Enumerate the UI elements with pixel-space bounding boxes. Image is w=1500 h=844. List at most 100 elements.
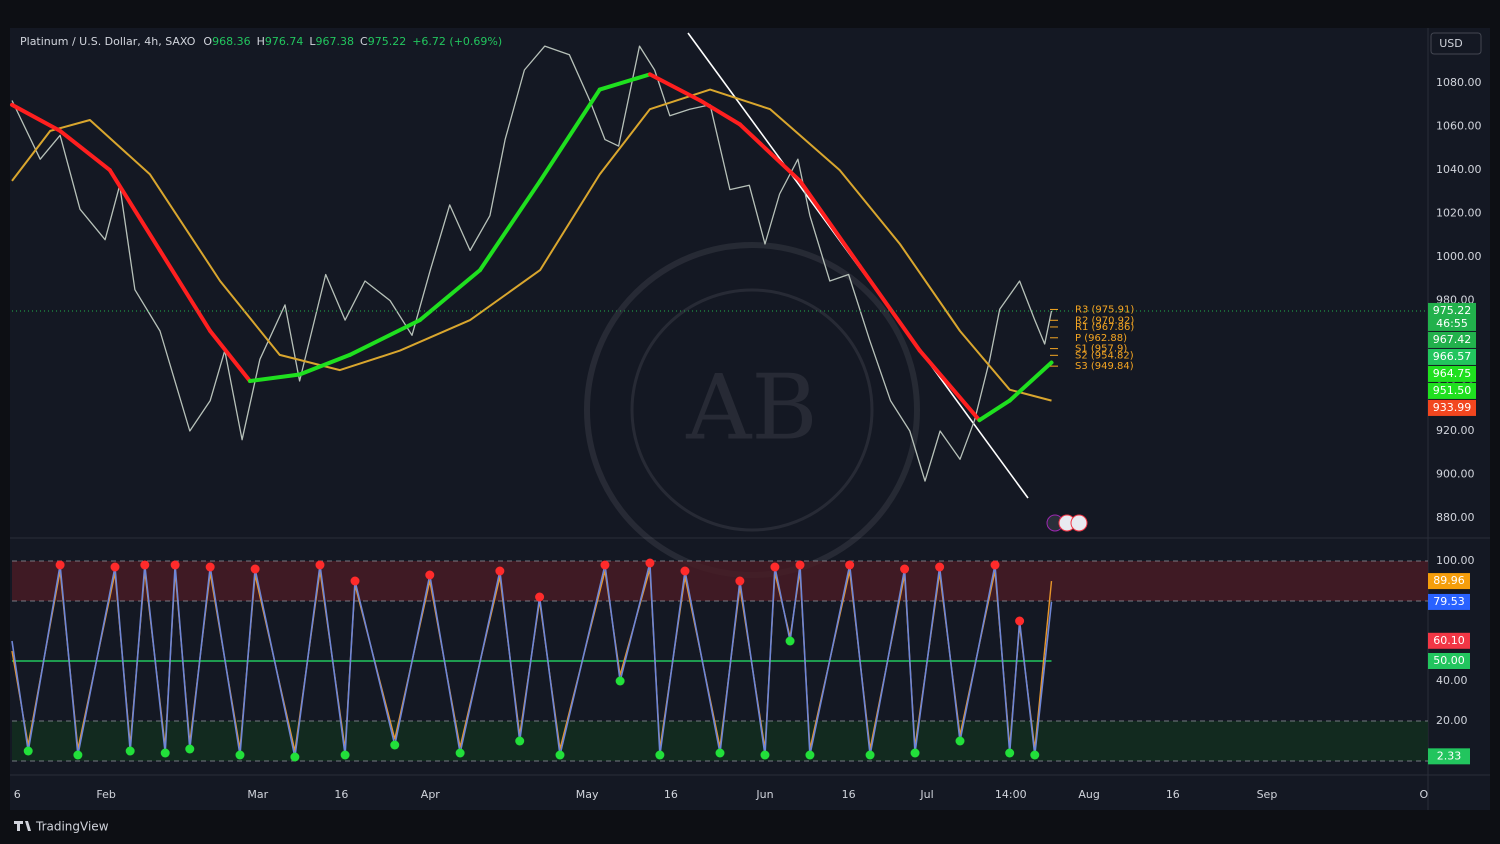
header: Platinum / U.S. Dollar, 4h, SAXO O968.36 H…: [20, 35, 502, 48]
price-badge: [1428, 399, 1476, 416]
sell-dot: [1015, 616, 1025, 626]
buy-dot: [955, 736, 965, 746]
value-badge: [1428, 573, 1470, 590]
y-tick-label: 1000.00: [1436, 250, 1482, 263]
price-badge-label: 964.75: [1433, 367, 1472, 380]
sell-dot: [110, 562, 120, 572]
buy-dot: [160, 748, 170, 758]
buy-dot: [615, 676, 625, 686]
buy-dot: [340, 750, 350, 760]
x-tick-label: 6: [14, 788, 21, 801]
sell-dot: [55, 560, 65, 570]
ohlc-value: 976.74: [265, 35, 304, 48]
x-tick-label: May: [576, 788, 599, 801]
pivot-label: S3 (949.84): [1075, 361, 1134, 372]
sell-dot: [735, 576, 745, 586]
x-tick-label: O: [1419, 788, 1428, 801]
buy-dot: [910, 748, 920, 758]
ma-segment: [477, 178, 543, 273]
pivot-label: R3 (975.91): [1075, 304, 1134, 315]
buy-dot: [655, 750, 665, 760]
x-tick-label: Jun: [755, 788, 773, 801]
ohlc-key: C: [360, 35, 368, 48]
ma-segment: [297, 352, 352, 377]
buy-dot: [865, 750, 875, 760]
x-tick-label: 16: [842, 788, 856, 801]
value-badge: [1428, 632, 1470, 649]
y-tick-label: 1020.00: [1436, 207, 1482, 220]
y-tick-label: 1080.00: [1436, 76, 1482, 89]
value-badge: [1428, 653, 1470, 669]
currency-label[interactable]: USD: [1439, 37, 1463, 50]
sell-dot: [425, 570, 435, 580]
series-line: [11, 45, 1053, 482]
buy-dot: [1005, 748, 1015, 758]
ohlc-key: L: [309, 35, 316, 48]
buy-dot: [290, 752, 300, 762]
price-badge: [1428, 331, 1476, 348]
sell-dot: [535, 592, 545, 602]
svg-text:AB: AB: [685, 355, 817, 460]
ma-segment: [1007, 360, 1054, 403]
buy-dot: [73, 750, 83, 760]
x-tick-label: 16: [334, 788, 348, 801]
sell-dot: [680, 566, 690, 576]
sell-dot: [600, 560, 610, 570]
currency-button[interactable]: [1430, 32, 1482, 55]
event-icons[interactable]: [1046, 514, 1088, 532]
buy-dot: [760, 750, 770, 760]
series-line: [11, 88, 1052, 402]
x-tick-label: Apr: [421, 788, 441, 801]
y-tick-label: 920.00: [1436, 424, 1475, 437]
y-tick-label: 100.00: [1436, 554, 1475, 567]
value-badge-label: 50.00: [1433, 654, 1465, 667]
zone-band: [12, 561, 1428, 601]
buy-dot: [455, 748, 465, 758]
price-badge-label: 967.42: [1433, 333, 1472, 346]
sell-dot: [315, 560, 325, 570]
ma-segment: [107, 168, 162, 253]
ohlc-value: 975.22: [368, 35, 407, 48]
ma-segment: [597, 72, 652, 92]
ma-segment: [157, 248, 213, 333]
x-tick-label: 16: [1166, 788, 1180, 801]
buy-dot: [235, 750, 245, 760]
y-tick-label: 880.00: [1436, 511, 1475, 524]
value-badge-label: 60.10: [1433, 634, 1465, 647]
buy-dot: [515, 736, 525, 746]
y-tick-label: 900.00: [1436, 468, 1475, 481]
ma-segment: [647, 72, 703, 103]
pivot-label: S1 (957.9): [1075, 344, 1127, 355]
y-tick-label: 20.00: [1436, 714, 1468, 727]
ma-segment: [538, 87, 602, 183]
sell-dot: [990, 560, 1000, 570]
price-badge-label: 975.22: [1433, 304, 1472, 317]
price-badge: [1428, 365, 1476, 382]
price-badge-label: 951.50: [1433, 384, 1472, 397]
ma-segment: [977, 398, 1012, 423]
brand: TradingView: [35, 820, 109, 834]
ma-segment: [247, 372, 302, 384]
sell-dot: [170, 560, 180, 570]
price-badge-label: 966.57: [1433, 350, 1472, 363]
sell-dot: [845, 560, 855, 570]
x-tick-label: Mar: [247, 788, 268, 801]
ma-segment: [798, 178, 862, 268]
sell-dot: [935, 562, 945, 572]
ma-segment: [58, 128, 112, 173]
ma-segment: [10, 102, 63, 133]
value-badge-label: 89.96: [1433, 574, 1465, 587]
price-badge: [1428, 382, 1476, 399]
buy-dot: [715, 748, 725, 758]
buy-dot: [185, 744, 195, 754]
event-icon[interactable]: [1070, 514, 1088, 532]
price-badge-label: 933.99: [1433, 401, 1472, 414]
sell-dot: [900, 564, 910, 574]
buy-dot: [125, 746, 135, 756]
chart-area: [10, 28, 1490, 810]
ohlc-value: 967.38: [316, 35, 355, 48]
value-badge: [1428, 593, 1470, 610]
ma-segment: [917, 348, 982, 423]
pivot-label: P (962.88): [1075, 333, 1127, 344]
